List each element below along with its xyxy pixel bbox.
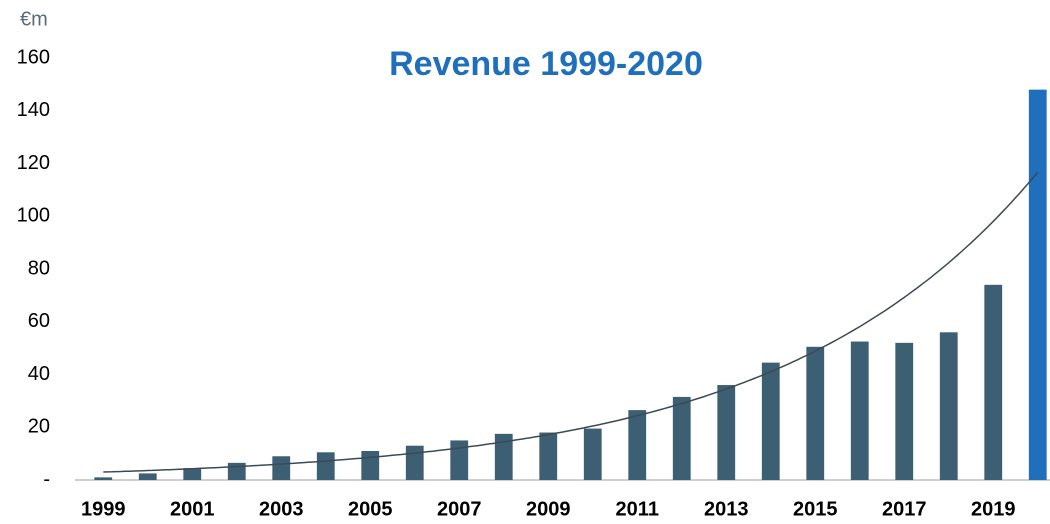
- x-tick-label: 2005: [348, 498, 393, 520]
- y-tick-label: 100: [17, 205, 50, 227]
- x-tick-label: 2009: [526, 498, 571, 520]
- chart-title: Revenue 1999-2020: [389, 45, 703, 83]
- y-tick-label: 60: [28, 310, 50, 332]
- bar: [850, 341, 869, 480]
- y-tick-label: 40: [28, 363, 50, 385]
- bar: [984, 284, 1003, 480]
- y-tick-label: 140: [17, 99, 50, 121]
- y-tick-label: 80: [28, 257, 50, 279]
- trendline: [103, 171, 1039, 473]
- bar: [717, 385, 736, 480]
- x-tick-label: 2011: [616, 498, 659, 520]
- bar: [806, 346, 825, 480]
- x-tick-label: 1999: [81, 498, 126, 520]
- bar: [939, 332, 958, 480]
- bar: [361, 450, 380, 480]
- x-tick-label: 2001: [170, 498, 215, 520]
- x-tick-label: 2007: [437, 498, 482, 520]
- bar: [494, 433, 513, 480]
- bar: [227, 462, 246, 480]
- unit-label: €m: [20, 8, 48, 30]
- bar: [183, 468, 202, 480]
- bar: [761, 362, 780, 480]
- bar: [672, 396, 691, 480]
- bar: [539, 432, 558, 480]
- x-tick-label: 2003: [259, 498, 304, 520]
- y-tick-label: 120: [17, 152, 50, 174]
- bar: [138, 473, 157, 480]
- bar: [316, 452, 335, 480]
- y-tick-label: 160: [17, 46, 50, 68]
- bar: [405, 445, 424, 480]
- x-tick-label: 2015: [793, 498, 838, 520]
- y-tick-label: -: [43, 468, 50, 490]
- bar: [628, 410, 647, 480]
- y-tick-label: 20: [28, 416, 50, 438]
- bar: [583, 428, 602, 480]
- x-tick-label: 2017: [882, 498, 927, 520]
- bar: [94, 477, 113, 480]
- bar: [895, 342, 914, 480]
- x-tick-label: 2019: [971, 498, 1016, 520]
- bar: [450, 440, 469, 480]
- x-tick-label: 2013: [704, 498, 749, 520]
- bar: [1028, 89, 1047, 481]
- bar: [272, 456, 291, 480]
